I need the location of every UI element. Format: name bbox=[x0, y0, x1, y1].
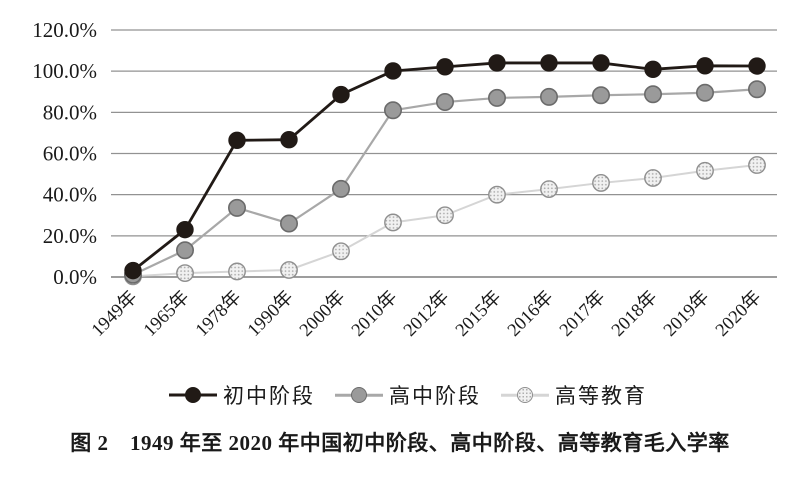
data-point-senior-high-2017年 bbox=[591, 86, 610, 105]
data-point-higher-education-2019年 bbox=[696, 161, 714, 180]
x-axis-tick-label: 2019年 bbox=[659, 287, 713, 341]
data-point-junior-high-2017年 bbox=[592, 54, 610, 72]
series-line-senior-high bbox=[132, 88, 758, 276]
data-point-senior-high-2016年 bbox=[539, 87, 558, 106]
data-point-junior-high-2019年 bbox=[696, 57, 714, 75]
y-axis-tick-label: 100.0% bbox=[32, 59, 97, 83]
data-point-senior-high-2012年 bbox=[435, 93, 454, 112]
y-axis-tick-label: 80.0% bbox=[43, 100, 97, 124]
data-point-higher-education-2018年 bbox=[644, 169, 662, 187]
data-point-junior-high-2000年 bbox=[332, 85, 350, 104]
data-point-senior-high-2000年 bbox=[331, 179, 350, 198]
y-axis-tick-label: 60.0% bbox=[43, 142, 97, 166]
legend-item-junior-high: 初中阶段 bbox=[169, 380, 315, 410]
data-point-higher-education-2020年 bbox=[748, 156, 766, 174]
x-axis-tick-label: 2000年 bbox=[295, 287, 349, 341]
x-axis-tick-label: 1965年 bbox=[139, 287, 193, 341]
legend-label-higher-education: 高等教育 bbox=[555, 384, 647, 408]
x-axis-tick-label: 2016年 bbox=[503, 287, 557, 341]
legend-dot-junior-high bbox=[185, 387, 201, 403]
legend-item-higher-education: 高等教育 bbox=[501, 380, 647, 410]
data-point-junior-high-2020年 bbox=[748, 57, 766, 75]
x-axis-tick-label: 1990年 bbox=[243, 287, 297, 341]
data-point-higher-education-2015年 bbox=[488, 185, 506, 204]
x-axis-tick-label: 1949年 bbox=[87, 287, 141, 341]
data-point-junior-high-1978年 bbox=[228, 131, 246, 150]
data-point-junior-high-2015年 bbox=[488, 54, 506, 72]
data-point-higher-education-1965年 bbox=[176, 264, 194, 282]
y-axis-tick-label: 20.0% bbox=[43, 224, 97, 248]
data-point-higher-education-2016年 bbox=[540, 180, 558, 199]
x-axis-tick-label: 1978年 bbox=[191, 287, 245, 341]
x-axis-tick-label: 2012年 bbox=[399, 287, 453, 341]
y-axis-tick-label: 0.0% bbox=[53, 265, 97, 289]
x-axis-tick-label: 2010年 bbox=[347, 287, 401, 341]
data-point-senior-high-2020年 bbox=[747, 80, 766, 99]
legend-label-senior-high: 高中阶段 bbox=[389, 384, 481, 408]
data-point-junior-high-1990年 bbox=[280, 131, 298, 149]
data-point-junior-high-1949年 bbox=[124, 261, 142, 280]
figure-caption: 图 2 1949 年至 2020 年中国初中阶段、高中阶段、高等教育毛入学率 bbox=[70, 431, 730, 455]
data-point-higher-education-1990年 bbox=[280, 261, 298, 279]
data-point-junior-high-2010年 bbox=[384, 62, 402, 80]
chart-legend: 初中阶段 高中阶段 高等教育 bbox=[0, 379, 800, 411]
x-axis-tick-label: 2018年 bbox=[607, 287, 661, 341]
legend-dot-senior-high bbox=[351, 387, 367, 403]
data-point-higher-education-1978年 bbox=[228, 262, 246, 281]
y-axis-tick-label: 120.0% bbox=[32, 18, 97, 42]
data-point-higher-education-2012年 bbox=[436, 206, 454, 225]
data-point-senior-high-2015年 bbox=[487, 88, 506, 107]
legend-marker-higher-education bbox=[501, 386, 549, 404]
legend-marker-junior-high bbox=[169, 386, 217, 404]
legend-label-junior-high: 初中阶段 bbox=[223, 384, 315, 408]
x-axis-tick-label: 2015年 bbox=[451, 287, 505, 341]
data-point-higher-education-2010年 bbox=[384, 213, 402, 232]
data-point-higher-education-2017年 bbox=[592, 174, 610, 192]
enrollment-rate-line-chart: 120.0% 100.0% 80.0% 60.0% 40.0% 20.0% 0.0%1949… bbox=[32, 18, 777, 341]
data-point-junior-high-2016年 bbox=[540, 54, 558, 72]
data-point-senior-high-1965年 bbox=[176, 241, 195, 260]
data-point-senior-high-2018年 bbox=[643, 85, 662, 104]
data-point-higher-education-2000年 bbox=[332, 242, 350, 261]
data-point-senior-high-1990年 bbox=[279, 214, 298, 233]
data-point-senior-high-2019年 bbox=[695, 83, 714, 102]
x-axis-tick-label: 2017年 bbox=[555, 287, 609, 341]
x-axis-tick-label: 2020年 bbox=[711, 287, 765, 341]
data-point-senior-high-1978年 bbox=[228, 198, 247, 217]
data-point-junior-high-2018年 bbox=[644, 60, 662, 79]
legend-marker-senior-high bbox=[335, 386, 383, 404]
data-point-junior-high-1965年 bbox=[176, 220, 194, 239]
data-point-junior-high-2012年 bbox=[436, 58, 454, 76]
legend-dot-higher-education bbox=[517, 387, 533, 403]
data-point-senior-high-2010年 bbox=[383, 101, 402, 120]
y-axis-tick-label: 40.0% bbox=[43, 183, 97, 207]
legend-item-senior-high: 高中阶段 bbox=[335, 380, 481, 410]
